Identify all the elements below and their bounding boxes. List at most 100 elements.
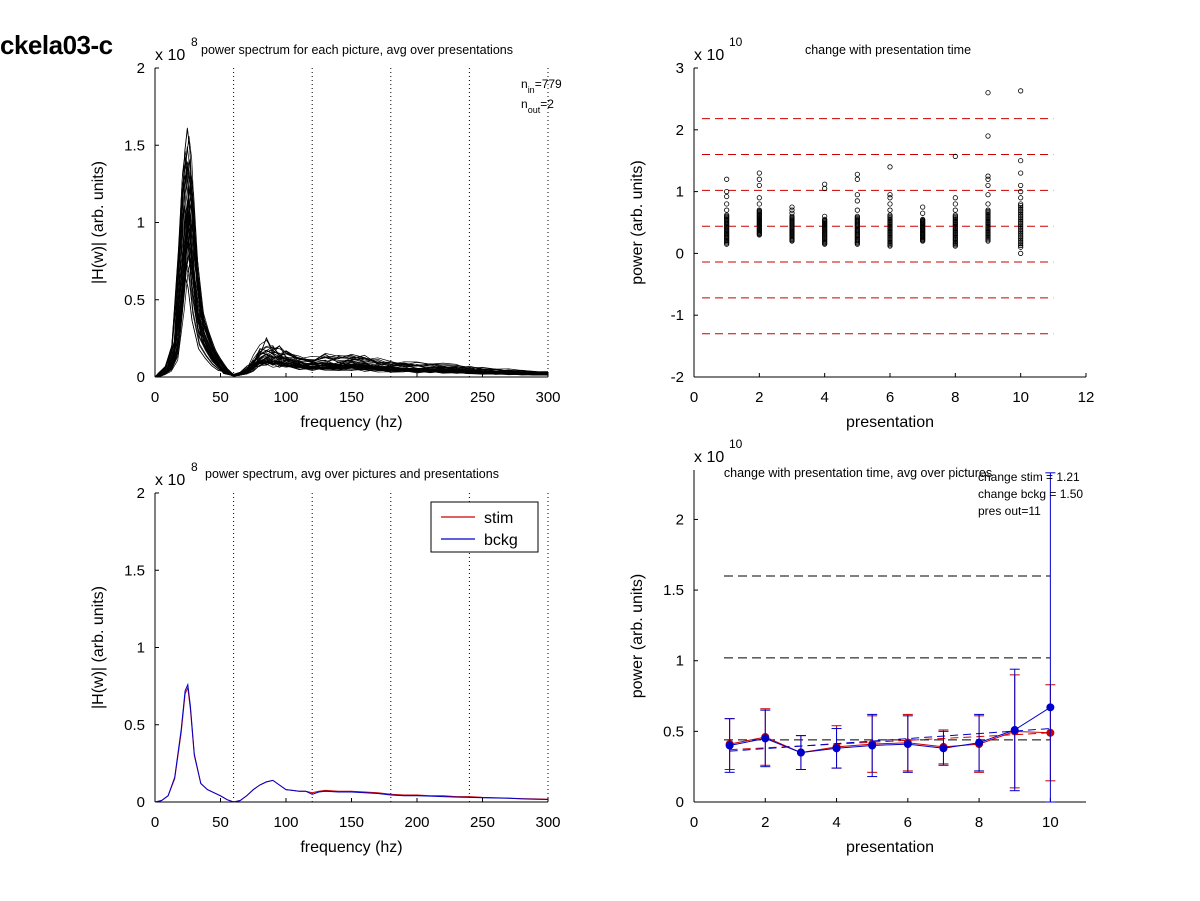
spectrum-trace xyxy=(154,156,549,378)
outlier-point xyxy=(985,176,991,182)
x-axis-label: presentation xyxy=(846,414,934,431)
y-tick-label: 2 xyxy=(676,511,684,528)
outlier-point xyxy=(756,182,762,189)
outlier-point xyxy=(985,133,991,139)
chart-title: change with presentation time, avg over … xyxy=(724,466,992,480)
outlier-point xyxy=(985,201,991,207)
y-tick-label: 2 xyxy=(137,60,145,77)
data-point xyxy=(1018,222,1024,228)
y-tick-label: 1 xyxy=(137,640,145,657)
x-tick-label: 2 xyxy=(761,814,769,831)
series-line-bckg xyxy=(154,682,549,803)
y-tick-label: 1 xyxy=(676,184,684,201)
outlier-point xyxy=(1018,195,1024,201)
y-exponent-base: x 10 xyxy=(694,449,724,466)
x-tick-label: 0 xyxy=(151,814,159,831)
annotation-text: change stim = 1.21 xyxy=(978,470,1080,484)
n-in-sub: in xyxy=(528,85,535,95)
spectrum-trace xyxy=(157,185,549,378)
n-in-base: n xyxy=(521,77,528,91)
x-tick-label: 100 xyxy=(273,389,298,406)
spectrum-trace xyxy=(154,127,549,378)
n-in-label: nin=779 xyxy=(521,77,562,95)
y-tick-label: -2 xyxy=(671,369,684,386)
x-tick-label: 8 xyxy=(951,389,959,406)
x-tick-label: 0 xyxy=(690,389,698,406)
data-point xyxy=(1018,241,1024,247)
data-point xyxy=(1018,220,1024,226)
spectrum-trace xyxy=(154,237,549,378)
data-point xyxy=(1018,234,1024,240)
data-point xyxy=(1018,206,1024,212)
data-point xyxy=(1018,208,1024,214)
y-tick-label: 0 xyxy=(676,245,684,262)
y-exponent-base: x 10 xyxy=(155,472,185,489)
y-exponent-base: x 10 xyxy=(155,47,185,64)
spectrum-trace xyxy=(158,202,549,378)
outlier-point xyxy=(854,207,860,213)
data-point xyxy=(1018,237,1024,243)
y-exponent-power: 10 xyxy=(729,35,743,49)
data-point xyxy=(1018,230,1024,236)
data-point xyxy=(1018,211,1024,217)
data-point xyxy=(1018,239,1024,245)
outlier-point xyxy=(756,170,762,176)
spectrum-trace xyxy=(154,215,549,378)
y-tick-label: 0 xyxy=(137,794,145,811)
data-point-bckg xyxy=(761,734,770,743)
outlier-point xyxy=(854,192,860,198)
outlier-point xyxy=(854,171,860,177)
spectrum-trace xyxy=(158,224,549,378)
spectrum-trace xyxy=(154,146,549,378)
spectrum-trace xyxy=(156,188,549,378)
y-tick-label: 2 xyxy=(676,122,684,139)
outlier-point xyxy=(952,153,958,159)
x-tick-label: 0 xyxy=(690,814,698,831)
outlier-point xyxy=(724,176,730,182)
outlier-point xyxy=(854,198,860,204)
data-point xyxy=(756,207,762,213)
outlier-point xyxy=(822,213,828,219)
outlier-point xyxy=(756,201,762,207)
data-point xyxy=(724,212,730,218)
outlier-point xyxy=(822,181,828,187)
x-tick-label: 4 xyxy=(832,814,840,831)
y-axis-label: power (arb. units) xyxy=(629,160,646,285)
y-exponent-power: 8 xyxy=(191,460,198,474)
y-axis-label: power (arb. units) xyxy=(629,574,646,699)
y-tick-label: 3 xyxy=(676,60,684,77)
outlier-point xyxy=(887,195,893,201)
outlier-point xyxy=(920,210,926,216)
outlier-point xyxy=(789,207,795,213)
y-tick-label: 1.5 xyxy=(124,562,145,579)
x-tick-label: 8 xyxy=(975,814,983,831)
y-axis-label: |H(w)| (arb. units) xyxy=(90,161,107,284)
data-point xyxy=(1018,242,1024,249)
x-tick-label: 6 xyxy=(904,814,912,831)
spectrum-trace xyxy=(156,188,549,378)
data-point xyxy=(1018,229,1024,235)
y-exponent-base: x 10 xyxy=(694,47,724,64)
outlier-point xyxy=(920,204,926,210)
data-point xyxy=(1018,210,1024,216)
y-tick-label: 0 xyxy=(137,369,145,386)
data-point xyxy=(1018,227,1024,233)
x-tick-label: 250 xyxy=(470,389,495,406)
legend: stim bckg xyxy=(430,501,539,553)
outlier-point xyxy=(985,192,991,198)
outlier-point xyxy=(887,164,893,170)
x-tick-label: 50 xyxy=(212,389,229,406)
x-tick-label: 200 xyxy=(404,389,429,406)
data-point xyxy=(789,213,795,219)
data-point xyxy=(854,213,860,219)
data-point xyxy=(1018,201,1024,207)
chart-title: power spectrum for each picture, avg ove… xyxy=(201,43,513,57)
y-tick-label: 0.5 xyxy=(124,292,145,309)
outlier-point xyxy=(1018,88,1024,94)
outlier-point xyxy=(985,173,991,179)
y-tick-label: 0 xyxy=(676,794,684,811)
outlier-point xyxy=(789,210,795,216)
data-point xyxy=(1018,204,1024,211)
